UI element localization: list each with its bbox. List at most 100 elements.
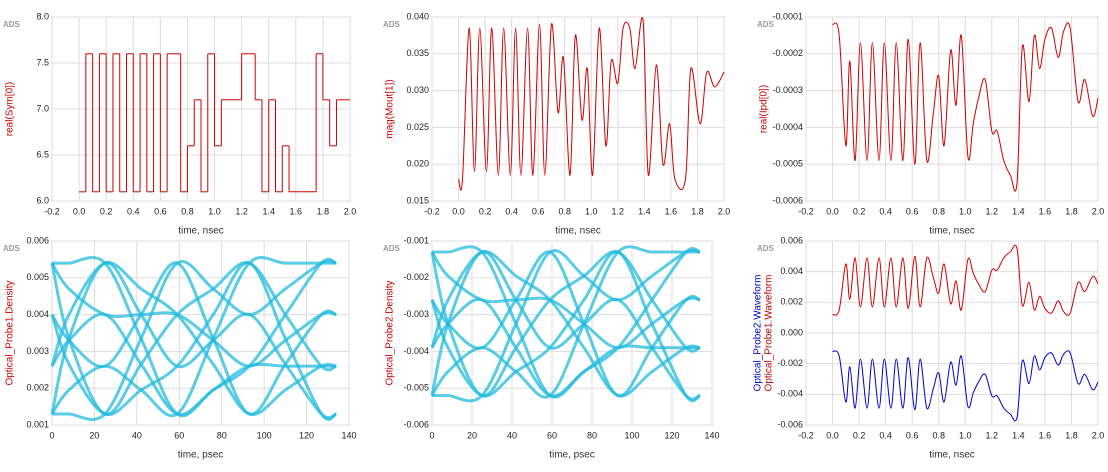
x-tick-label: 0.0: [452, 206, 465, 216]
eye-trace: [50, 256, 337, 418]
y-tick-label: -0.004: [403, 346, 429, 356]
x-tick-label: 100: [624, 430, 639, 440]
x-tick-label: 1.6: [1039, 206, 1052, 216]
y-tick-label: -0.0006: [772, 195, 803, 205]
data-line: [832, 22, 1099, 192]
y-tick-label: 0.040: [406, 11, 429, 21]
x-axis-title: time, psec: [178, 450, 224, 461]
eye-trace: [430, 251, 701, 350]
y-tick-label: -0.002: [777, 358, 803, 368]
y-tick-label: 0.006: [26, 235, 49, 245]
x-tick-label: 0.6: [906, 430, 919, 440]
x-tick-label: 20: [89, 430, 99, 440]
y-tick-label: 7.5: [36, 57, 49, 67]
x-tick-label: 0.8: [181, 206, 194, 216]
x-tick-label: 40: [507, 430, 517, 440]
y-tick-label: 6.0: [36, 195, 49, 205]
y-tick-label: -0.0001: [772, 11, 803, 21]
eye-trace: [50, 261, 337, 416]
y-tick-label: 0.030: [406, 85, 429, 95]
y-tick-label: 0.025: [406, 122, 429, 132]
x-axis-title: time, psec: [549, 450, 595, 461]
x-tick-label: 0.0: [826, 430, 839, 440]
y-tick-label: 6.5: [36, 149, 49, 159]
y-tick-label: -0.001: [403, 235, 429, 245]
x-tick-label: 80: [587, 430, 597, 440]
x-tick-label: 140: [704, 430, 719, 440]
x-tick-label: 0.4: [879, 430, 892, 440]
eye-trace: [430, 250, 701, 403]
x-tick-label: 0.0: [826, 206, 839, 216]
y-axis-title: real(Sym[0]): [5, 82, 16, 136]
x-tick-label: 2.0: [718, 206, 731, 216]
watermark: ADS: [757, 20, 775, 29]
y-axis-title: Optical_Probe1.Density: [5, 280, 16, 385]
y-tick-label: -0.0004: [772, 122, 803, 132]
eye-trace: [430, 250, 701, 398]
x-tick-label: 0.8: [558, 206, 571, 216]
eye-trace: [52, 259, 337, 421]
x-tick-label: 140: [341, 430, 356, 440]
y-tick-label: 0.006: [780, 235, 803, 245]
y-tick-label: -0.006: [403, 419, 429, 429]
x-tick-label: 0.4: [127, 206, 140, 216]
x-tick-label: 1.2: [986, 430, 999, 440]
y-axis-title: Optical_Probe2.Waveform: [753, 275, 764, 392]
y-axis-title: Optical_Probe2.Density: [385, 280, 396, 385]
y-tick-label: -0.005: [403, 383, 429, 393]
x-tick-label: 1.8: [691, 206, 704, 216]
y-tick-label: 8.0: [36, 11, 49, 21]
x-tick-label: 1.8: [317, 206, 330, 216]
x-tick-label: 1.2: [986, 206, 999, 216]
y-tick-label: 0.000: [780, 327, 803, 337]
y-tick-label: 0.020: [406, 159, 429, 169]
y-tick-label: 0.002: [780, 297, 803, 307]
y-tick-label: -0.004: [777, 389, 803, 399]
eye-trace: [431, 248, 701, 403]
chart-panel: -0.2 0.0 0.2 0.4 0.6 0.8 1.0 1.2 1.4 1.6 1.8 2.0 6.0…: [3, 11, 356, 236]
plot-frame: [431, 16, 725, 202]
x-tick-label: 1.0: [959, 206, 972, 216]
eye-trace: [430, 250, 701, 398]
watermark: ADS: [757, 244, 775, 253]
y-tick-label: -0.0003: [772, 85, 803, 95]
x-tick-label: 20: [467, 430, 477, 440]
x-tick-label: 1.6: [1039, 430, 1052, 440]
chart-panel: -0.2 0.0 0.2 0.4 0.6 0.8 1.0 1.2 1.4 1.6 1.8 2.0 0.0…: [383, 11, 730, 236]
x-tick-label: 1.8: [1065, 430, 1078, 440]
x-axis-title: time, nsec: [929, 450, 975, 461]
x-tick-label: 2.0: [1092, 430, 1105, 440]
x-tick-label: 40: [132, 430, 142, 440]
x-tick-label: -0.2: [44, 206, 60, 216]
chart-panel: -0.2 0.0 0.2 0.4 0.6 0.8 1.0 1.2 1.4 1.6 1.8 2.0 -0.…: [757, 11, 1104, 236]
y-tick-label: -0.0005: [772, 159, 803, 169]
y-tick-label: 0.005: [26, 272, 49, 282]
x-tick-label: 0: [429, 430, 434, 440]
eye-trace: [50, 261, 337, 416]
y-tick-label: 7.0: [36, 103, 49, 113]
eye-trace: [52, 256, 337, 418]
eye-trace: [50, 262, 337, 368]
y-axis-title: real(Ipd[0]): [759, 85, 770, 133]
x-tick-label: 0.4: [505, 206, 518, 216]
y-tick-label: -0.006: [777, 419, 803, 429]
x-tick-label: 0.6: [154, 206, 167, 216]
eye-trace: [50, 261, 337, 416]
x-tick-label: 1.4: [262, 206, 275, 216]
x-tick-label: 120: [664, 430, 679, 440]
x-axis-title: time, nsec: [929, 226, 975, 237]
data-line: [832, 350, 1099, 422]
chart-panel: 0 20 40 60 80 100 120 140 -0.006 -0.005 -0.004 -0.0…: [383, 235, 720, 460]
plot-frame: [805, 16, 1099, 202]
x-tick-label: 1.2: [235, 206, 248, 216]
x-tick-label: -0.2: [424, 206, 440, 216]
x-tick-label: 1.2: [612, 206, 625, 216]
watermark: ADS: [383, 20, 401, 29]
y-axis-title: Optical_Probe1.Waveform: [764, 275, 775, 392]
x-tick-label: 0.2: [100, 206, 113, 216]
watermark: ADS: [3, 20, 21, 29]
y-tick-label: 0.002: [26, 383, 49, 393]
x-tick-label: 0.8: [932, 430, 945, 440]
y-tick-label: 0.004: [780, 266, 803, 276]
data-line: [458, 17, 725, 191]
